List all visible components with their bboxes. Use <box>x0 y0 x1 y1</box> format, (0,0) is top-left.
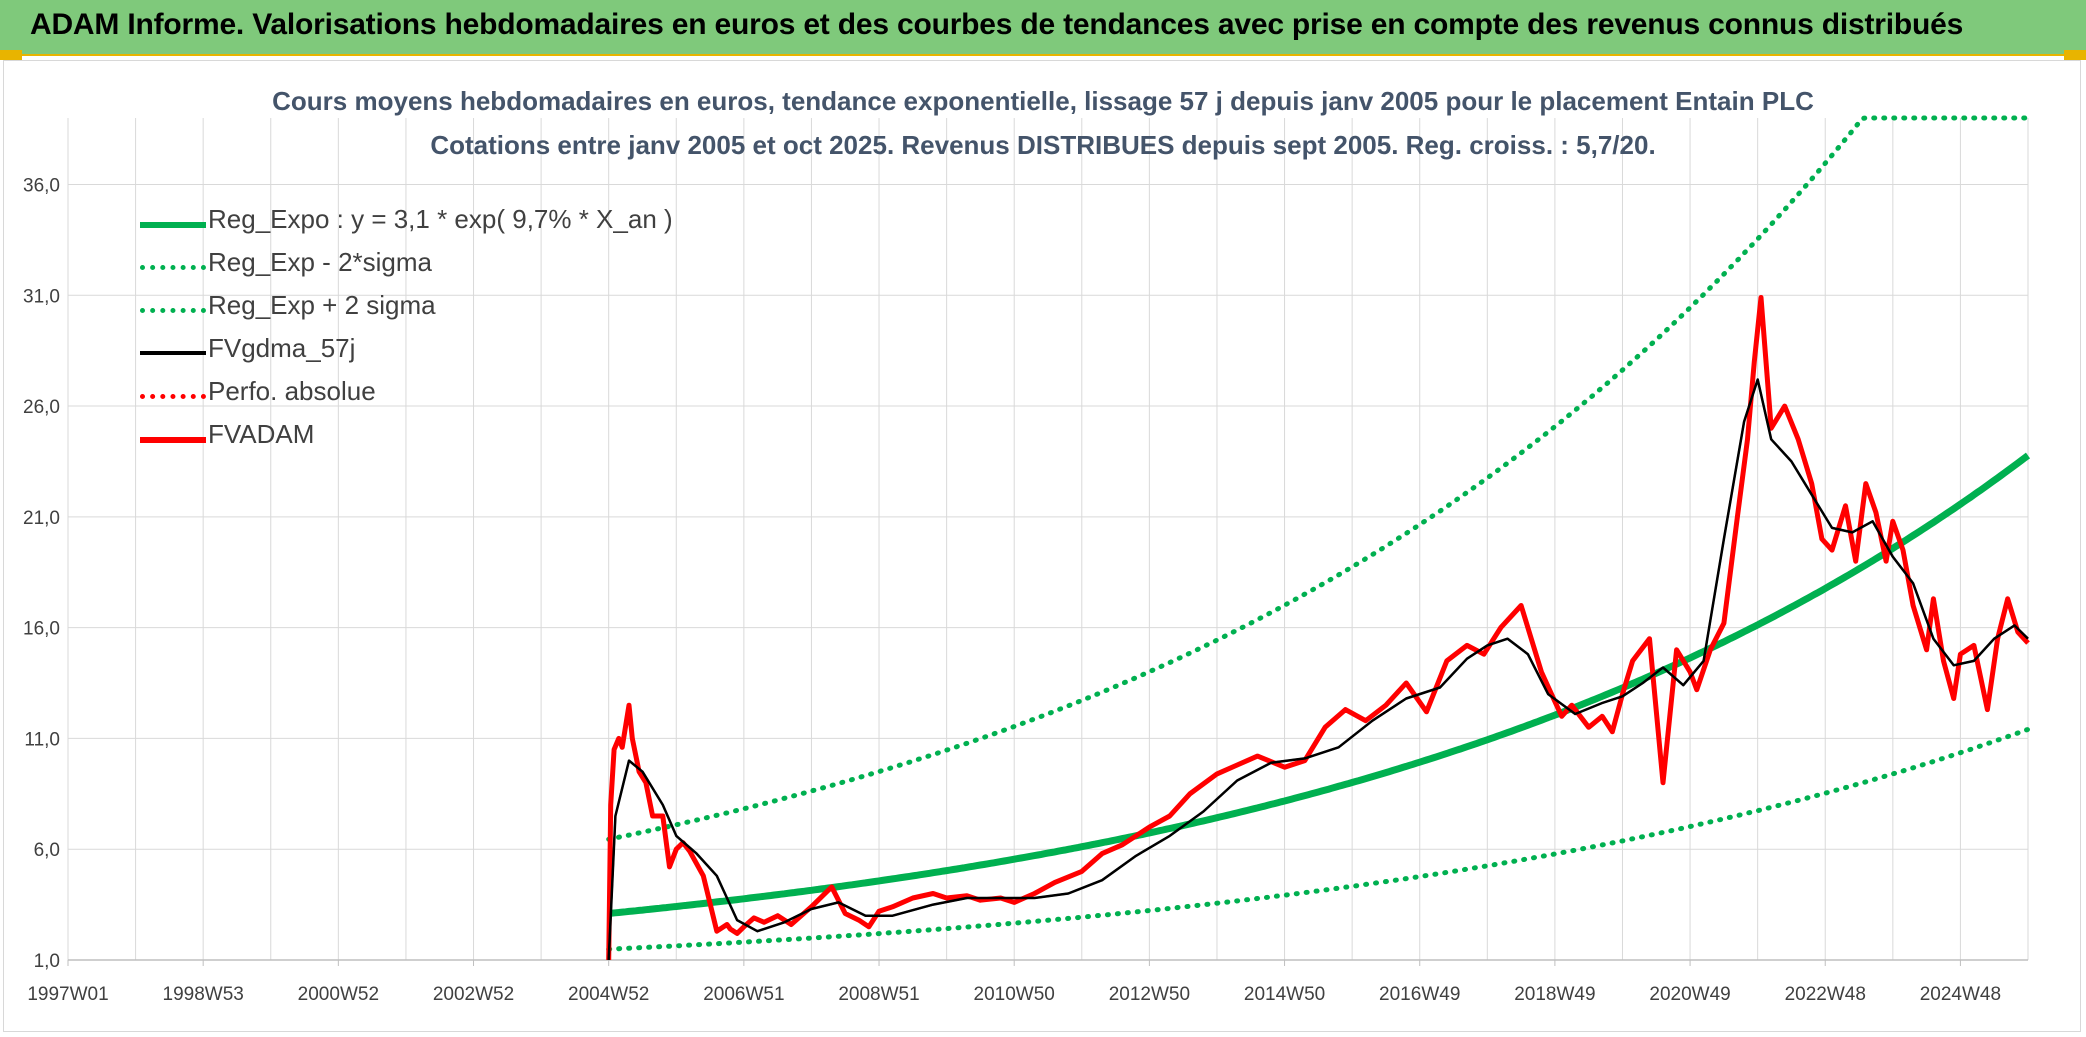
y-tick-label: 6,0 <box>34 840 60 861</box>
legend-swatch <box>140 222 206 228</box>
legend-swatch <box>140 308 206 313</box>
chart-subtitle: Cotations entre janv 2005 et oct 2025. R… <box>430 130 1656 160</box>
legend-label: FVADAM <box>208 419 315 449</box>
x-tick-label: 2002W52 <box>433 984 514 1005</box>
x-tick-label: 2008W51 <box>838 984 919 1005</box>
fvgdma-line-overlay <box>607 378 2029 961</box>
report-title: ADAM Informe. Valorisations hebdomadaire… <box>30 8 1964 41</box>
x-tick-label: 2010W50 <box>974 984 1055 1005</box>
x-tick-label: 2006W51 <box>703 984 784 1005</box>
y-tick-label: 31,0 <box>23 286 60 307</box>
y-tick-label: 16,0 <box>23 619 60 640</box>
legend-label: Reg_Exp + 2 sigma <box>208 290 436 320</box>
legend-swatch <box>140 437 206 443</box>
legend-swatch <box>140 351 206 355</box>
x-tick-label: 2000W52 <box>298 984 379 1005</box>
legend-label: Reg_Exp - 2*sigma <box>208 247 432 277</box>
legend-label: Perfo. absolue <box>208 376 376 406</box>
x-tick-label: 2004W52 <box>568 984 649 1005</box>
reg-expo-line <box>608 452 2031 917</box>
x-tick-label: 2020W49 <box>1649 984 1730 1005</box>
y-tick-label: 26,0 <box>23 397 60 418</box>
chart-title: Cours moyens hebdomadaires en euros, ten… <box>272 86 1814 116</box>
x-tick-label: 2018W49 <box>1514 984 1595 1005</box>
x-tick-label: 2024W48 <box>1920 984 2001 1005</box>
legend-swatch <box>140 265 206 270</box>
x-tick-label: 2016W49 <box>1379 984 1460 1005</box>
banner-accent-left <box>0 50 22 60</box>
x-tick-label: 1998W53 <box>163 984 244 1005</box>
legend-label: FVgdma_57j <box>208 333 356 363</box>
x-tick-label: 2022W48 <box>1785 984 1866 1005</box>
banner-accent-right <box>2064 50 2086 60</box>
x-tick-label: 1997W01 <box>27 984 108 1005</box>
legend-swatch <box>140 394 206 399</box>
x-tick-label: 2014W50 <box>1244 984 1325 1005</box>
chart-frame <box>3 60 2081 1032</box>
x-tick-label: 2012W50 <box>1109 984 1190 1005</box>
legend-label: Reg_Expo : y = 3,1 * exp( 9,7% * X_an ) <box>208 204 673 234</box>
y-tick-label: 1,0 <box>34 951 60 972</box>
y-tick-label: 36,0 <box>23 175 60 196</box>
report-banner: ADAM Informe. Valorisations hebdomadaire… <box>0 0 2086 56</box>
y-tick-label: 11,0 <box>24 729 60 750</box>
y-tick-label: 21,0 <box>23 508 60 529</box>
reg-upper-2sigma-line <box>606 115 2031 842</box>
fvadam-line <box>606 295 2030 961</box>
reg-lower-2sigma-line <box>606 726 2031 952</box>
fvgdma-line <box>607 378 2029 961</box>
